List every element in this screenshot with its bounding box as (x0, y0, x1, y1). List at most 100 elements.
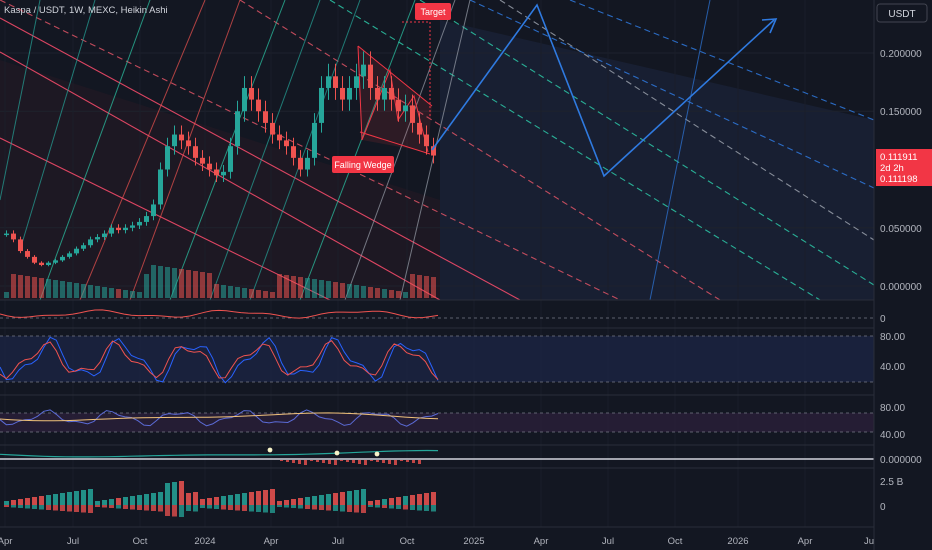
volume-bar (340, 283, 345, 298)
time-label: Oct (400, 536, 415, 547)
candle-body (361, 64, 366, 77)
macd-histogram-bar (406, 460, 409, 462)
volume-bar (354, 505, 359, 513)
volume-bar (11, 500, 16, 505)
candle-body (242, 87, 247, 112)
candle-body (200, 157, 205, 164)
volume-bar (39, 505, 44, 510)
candle-body (284, 140, 289, 147)
volume-bar (137, 505, 142, 510)
volume-bar (179, 481, 184, 505)
candle-body (46, 262, 51, 266)
candle-body (193, 146, 198, 158)
volume-bar (431, 492, 436, 505)
falling-wedge-label[interactable]: Falling Wedge (332, 156, 394, 173)
macd-histogram-bar (298, 460, 301, 464)
pane-volume-bars (4, 481, 436, 517)
candle-body (18, 239, 23, 252)
stoch-tick: 40.00 (880, 430, 905, 441)
volume-bar (361, 489, 366, 505)
volume-bar (347, 491, 352, 505)
volume-bar (151, 493, 156, 505)
candle-body (207, 163, 212, 170)
volume-bar (389, 498, 394, 505)
volume-bar (361, 286, 366, 298)
volume-bar (263, 490, 268, 505)
macd-histogram-bar (412, 460, 415, 463)
pitchfork-line (0, 0, 621, 301)
volume-bar (410, 505, 415, 510)
candle-body (11, 233, 16, 240)
candle-body (382, 87, 387, 100)
candle-body (74, 248, 79, 254)
volume-bar (67, 492, 72, 505)
macd-histogram-bar (376, 460, 379, 462)
rsi-tick: 80.00 (880, 332, 905, 343)
volume-bar (207, 498, 212, 505)
volume-bar (74, 505, 79, 512)
volume-bar (109, 499, 114, 505)
last-price-badge: 0.111911 2d 2h 0.111198 (876, 149, 932, 186)
candle-body (102, 233, 107, 238)
volume-bar (333, 493, 338, 505)
volume-bar (88, 489, 93, 505)
volume-bar (11, 505, 16, 508)
macd-histogram-bar (328, 460, 331, 464)
volume-bar (4, 292, 9, 298)
candle-body (214, 169, 219, 176)
price-tick: 0.050000 (880, 224, 922, 235)
volume-bar (375, 288, 380, 298)
volume-bar (46, 495, 51, 505)
candle-body (277, 134, 282, 141)
volume-bar (319, 505, 324, 510)
fan-line (344, 0, 456, 301)
currency-button[interactable]: USDT (876, 3, 928, 23)
volume-bar (361, 505, 366, 513)
volume-bar (18, 499, 23, 505)
pane-macd (0, 447, 874, 465)
volume-bar (417, 494, 422, 505)
volume-bar (319, 280, 324, 298)
volume-bar (277, 274, 282, 298)
volume-bar (179, 505, 184, 517)
volume-bar (396, 291, 401, 298)
candle-body (354, 76, 359, 88)
volume-bar (312, 496, 317, 505)
candle-body (130, 225, 135, 228)
volume-bar (256, 491, 261, 505)
volume-bar (158, 505, 163, 512)
projection-path (431, 3, 778, 178)
price-axis: USDT 0.200000 0.150000 0.050000 0.000000… (873, 0, 932, 550)
candle-body (25, 251, 30, 257)
macd-histogram-bar (304, 460, 307, 465)
candles (4, 51, 436, 267)
volume-bar (193, 492, 198, 505)
volume-bar (263, 291, 268, 298)
volume-bar (130, 291, 135, 298)
target-label[interactable]: Target (415, 3, 451, 20)
volume-bar (207, 505, 212, 509)
time-label: Apr (264, 536, 279, 547)
macd-histogram-bar (334, 460, 337, 465)
pane-separators (0, 299, 932, 528)
volume-bar (95, 501, 100, 505)
volume-bar (249, 505, 254, 512)
time-label: Jul (67, 536, 79, 547)
volume-bar (39, 496, 44, 505)
grid (0, 52, 874, 287)
candle-body (340, 87, 345, 100)
volume-bar (368, 501, 373, 505)
candle-body (319, 87, 324, 123)
volume-bar (221, 496, 226, 505)
volume-bar (403, 505, 408, 510)
volume-bar (242, 505, 247, 511)
volume-bar (25, 498, 30, 505)
candle-body (60, 256, 65, 261)
volume-bar (158, 266, 163, 298)
candle-body (151, 204, 156, 217)
candle-body (368, 64, 373, 88)
time-label: Apr (798, 536, 813, 547)
candle-body (403, 105, 408, 112)
volume-bar (186, 270, 191, 298)
